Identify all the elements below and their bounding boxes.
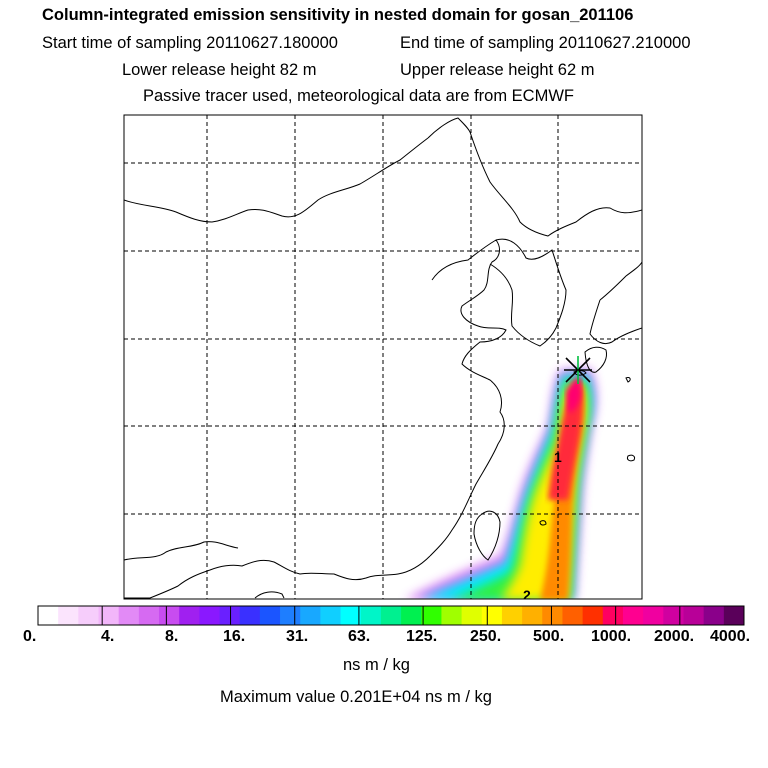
colorbar-swatch	[340, 606, 362, 625]
coastline-bohai	[429, 239, 507, 557]
colorbar-tick-label: 500.	[533, 628, 565, 645]
colorbar-swatch	[562, 606, 584, 625]
colorbar-swatch	[582, 606, 604, 625]
border-northeast	[427, 117, 642, 237]
colorbar-swatch	[118, 606, 140, 625]
plume-magenta	[566, 376, 582, 413]
colorbar-swatch	[360, 606, 382, 625]
border-mongolia	[124, 137, 429, 223]
colorbar-swatch	[663, 606, 684, 625]
colorbar-swatch	[380, 606, 402, 625]
colorbar-tick-label: 4.	[101, 628, 115, 645]
colorbar-tick-label: 125.	[406, 628, 438, 645]
colorbar-tick-label: 8.	[165, 628, 179, 645]
colorbar-tick-label: 2000.	[654, 628, 695, 645]
colorbar-units: ns m / kg	[343, 656, 410, 674]
colorbar	[37, 605, 745, 626]
border-southwest	[124, 541, 239, 561]
colorbar-swatch	[481, 606, 503, 625]
plot-title: Column-integrated emission sensitivity i…	[42, 6, 634, 24]
colorbar-swatch	[199, 606, 220, 625]
lower-height-label: Lower release height 82 m	[122, 61, 317, 79]
coastline-korea	[489, 238, 567, 347]
colorbar-swatch	[38, 606, 59, 625]
colorbar-swatch	[259, 606, 281, 625]
ryukyu-1	[627, 454, 635, 462]
colorbar-tick-label: 250.	[470, 628, 502, 645]
colorbar-swatch	[159, 606, 180, 625]
colorbar-tick-label: 63.	[348, 628, 371, 645]
colorbar-swatch	[602, 606, 624, 625]
max-value-text: Maximum value 0.201E+04 ns m / kg	[220, 688, 492, 706]
colorbar-swatch	[219, 606, 241, 625]
colorbar-tick-label: 31.	[286, 628, 309, 645]
map-area: 1 2	[124, 115, 642, 603]
colorbar-swatch	[461, 606, 483, 625]
coastline-kyushu	[584, 346, 607, 373]
colorbar-swatch	[703, 606, 725, 625]
ryukyu-2	[625, 377, 631, 383]
plume-label-1: 1	[554, 449, 562, 465]
plume	[406, 368, 597, 599]
taiwan	[473, 510, 501, 561]
colorbar-swatch	[179, 606, 200, 625]
plume-red	[548, 388, 583, 500]
colorbar-swatch	[280, 606, 301, 625]
colorbar-swatch	[723, 606, 745, 625]
colorbar-swatch	[58, 606, 79, 625]
coastline-southchina	[124, 555, 431, 599]
colorbar-swatch	[683, 606, 705, 625]
colorbar-swatch	[542, 606, 563, 625]
colorbar-tick-label: 16.	[223, 628, 246, 645]
asterisk-icon	[564, 356, 592, 384]
hainan	[254, 591, 285, 599]
plume-label-2: 2	[523, 587, 531, 603]
colorbar-tick-label: 0.	[23, 628, 37, 645]
colorbar-frame	[37, 605, 745, 626]
upper-height-label: Upper release height 62 m	[400, 61, 595, 79]
end-time-label: End time of sampling 20110627.210000	[400, 34, 691, 52]
start-time-label: Start time of sampling 20110627.180000	[42, 34, 338, 52]
graticule	[124, 115, 642, 599]
colorbar-swatch	[421, 606, 442, 625]
map-frame	[123, 114, 643, 600]
tracer-note: Passive tracer used, meteorological data…	[143, 87, 574, 105]
colorbar-swatch	[138, 606, 160, 625]
colorbar-tick-label: 4000.	[710, 628, 751, 645]
colorbar-swatch	[239, 606, 261, 625]
colorbar-swatch	[441, 606, 462, 625]
colorbar-swatch	[320, 606, 341, 625]
colorbar-swatch	[501, 606, 523, 625]
colorbar-swatch	[622, 606, 644, 625]
colorbar-swatch	[300, 606, 321, 625]
colorbar-swatch	[401, 606, 422, 625]
colorbar-tick-label: 1000.	[591, 628, 632, 645]
colorbar-swatch	[643, 606, 664, 625]
coastline-japan	[589, 261, 642, 345]
colorbar-swatch	[78, 606, 99, 625]
colorbar-swatch	[98, 606, 120, 625]
colorbar-swatch	[522, 606, 543, 625]
ryukyu-3	[539, 520, 547, 526]
